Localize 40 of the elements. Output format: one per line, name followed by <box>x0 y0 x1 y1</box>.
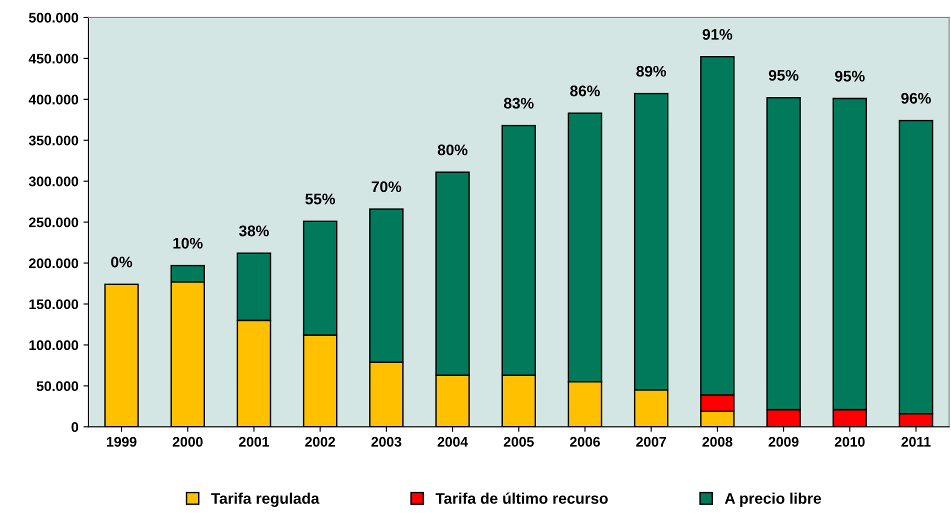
annotation: 10% <box>173 238 203 249</box>
y-tick-label: 450.000 <box>28 54 78 64</box>
y-tick-label: 400.000 <box>28 94 78 104</box>
x-tick-label: 2008 <box>702 436 732 447</box>
annotation: 70% <box>372 181 402 192</box>
x-tick-label: 2011 <box>901 436 931 447</box>
y-tick-label: 100.000 <box>29 340 78 350</box>
y-tick-label: 200.000 <box>29 258 78 268</box>
annotation: 96% <box>901 92 931 104</box>
annotation: 95% <box>768 70 798 81</box>
x-tick-label: 2006 <box>570 436 600 447</box>
annotation: 91% <box>702 29 732 40</box>
legend-label: A precio libre <box>724 492 822 507</box>
annotation: 0% <box>111 256 132 268</box>
y-tick-label: 250.000 <box>29 217 78 228</box>
annotation: 86% <box>570 86 600 96</box>
legend-label: Tarifa de último recurso <box>436 492 608 504</box>
x-tick-label: 2009 <box>768 436 799 447</box>
annotation: 95% <box>835 70 865 82</box>
annotation: 83% <box>504 98 534 109</box>
annotation: 38% <box>239 226 269 236</box>
x-tick-label: 2002 <box>305 436 336 447</box>
legend-label: Tarifa regulada <box>211 492 320 507</box>
x-tick-label: 2003 <box>371 436 402 447</box>
y-tick-label: 0 <box>72 422 78 432</box>
y-tick-label: 500.000 <box>28 12 78 23</box>
x-tick-label: 2001 <box>238 436 270 447</box>
annotation: 89% <box>636 66 666 77</box>
x-tick-label: 1999 <box>106 436 136 447</box>
y-tick-label: 300.000 <box>28 176 78 186</box>
annotation: 55% <box>305 194 336 204</box>
x-tick-label: 2004 <box>438 436 468 447</box>
x-tick-label: 2007 <box>636 436 666 447</box>
annotation: 80% <box>438 144 468 156</box>
y-tick-label: 50.000 <box>36 381 78 392</box>
y-tick-label: 350.000 <box>28 136 78 146</box>
x-tick-label: 2005 <box>504 436 534 447</box>
x-tick-label: 2010 <box>834 436 865 447</box>
y-tick-label: 150.000 <box>29 299 78 310</box>
x-tick-label: 2000 <box>172 436 203 447</box>
